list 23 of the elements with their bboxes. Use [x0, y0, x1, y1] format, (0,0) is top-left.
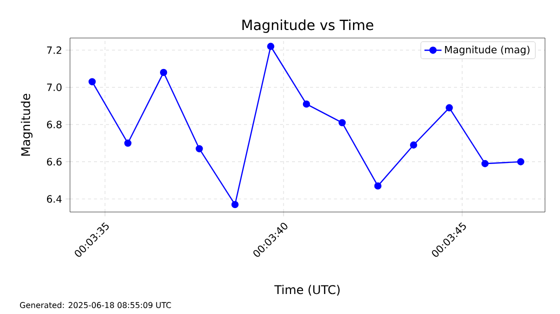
- point: [517, 158, 524, 166]
- legend-label: Magnitude (mag): [445, 46, 530, 56]
- y-tick-label: 6.8: [47, 120, 62, 128]
- point: [481, 160, 489, 168]
- x-axis-title: Time (UTC): [274, 284, 340, 296]
- point: [267, 42, 274, 50]
- y-tick-label: 6.4: [47, 195, 62, 203]
- point: [160, 68, 168, 76]
- point: [302, 100, 310, 108]
- chart-title: Magnitude vs Time: [242, 19, 374, 33]
- point: [410, 141, 418, 149]
- point: [338, 119, 346, 126]
- y-tick-label: 7.0: [47, 84, 62, 92]
- point: [231, 200, 239, 208]
- point: [374, 182, 382, 190]
- y-tick-label: 7.2: [47, 46, 62, 54]
- point: [124, 140, 132, 147]
- y-tick-label: 6.6: [47, 158, 62, 166]
- point: [446, 104, 453, 112]
- point: [196, 145, 203, 152]
- text: Generated: 2025-06-18 08:55:09 UTC: [20, 302, 171, 308]
- y-axis-title: Magnitude: [20, 94, 32, 156]
- point: [88, 78, 96, 86]
